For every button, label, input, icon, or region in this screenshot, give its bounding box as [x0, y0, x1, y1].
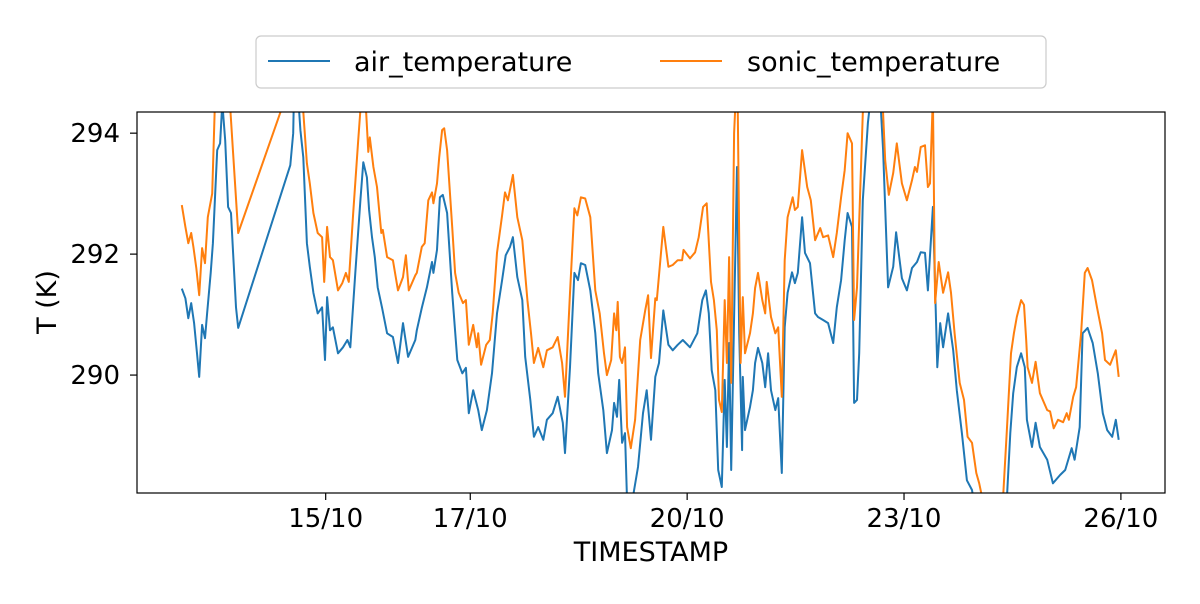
y-tick-label: 294	[70, 119, 120, 149]
legend: air_temperature sonic_temperature	[255, 35, 1047, 89]
series-lines	[180, 112, 1120, 493]
series-line-air-temperature	[180, 112, 1120, 493]
y-tick-label: 292	[70, 240, 120, 270]
legend-frame	[255, 35, 1047, 89]
y-axis-label: T (K)	[32, 270, 63, 335]
x-tick-label: 15/10	[288, 504, 363, 534]
legend-label-sonic-temperature: sonic_temperature	[747, 47, 1000, 78]
x-tick-label: 20/10	[650, 504, 725, 534]
legend-label-air-temperature: air_temperature	[354, 47, 572, 78]
x-axis-ticks: 15/10 17/10 20/10 23/10 26/10	[288, 493, 1158, 534]
x-tick-label: 26/10	[1083, 504, 1158, 534]
series-line-sonic-temperature	[180, 112, 1120, 493]
x-tick-label: 23/10	[867, 504, 942, 534]
x-tick-label: 17/10	[433, 504, 508, 534]
y-tick-label: 290	[70, 361, 120, 391]
x-axis-label: TIMESTAMP	[573, 537, 728, 568]
y-axis-ticks: 290 292 294	[70, 119, 137, 391]
plot-frame	[136, 111, 1166, 494]
